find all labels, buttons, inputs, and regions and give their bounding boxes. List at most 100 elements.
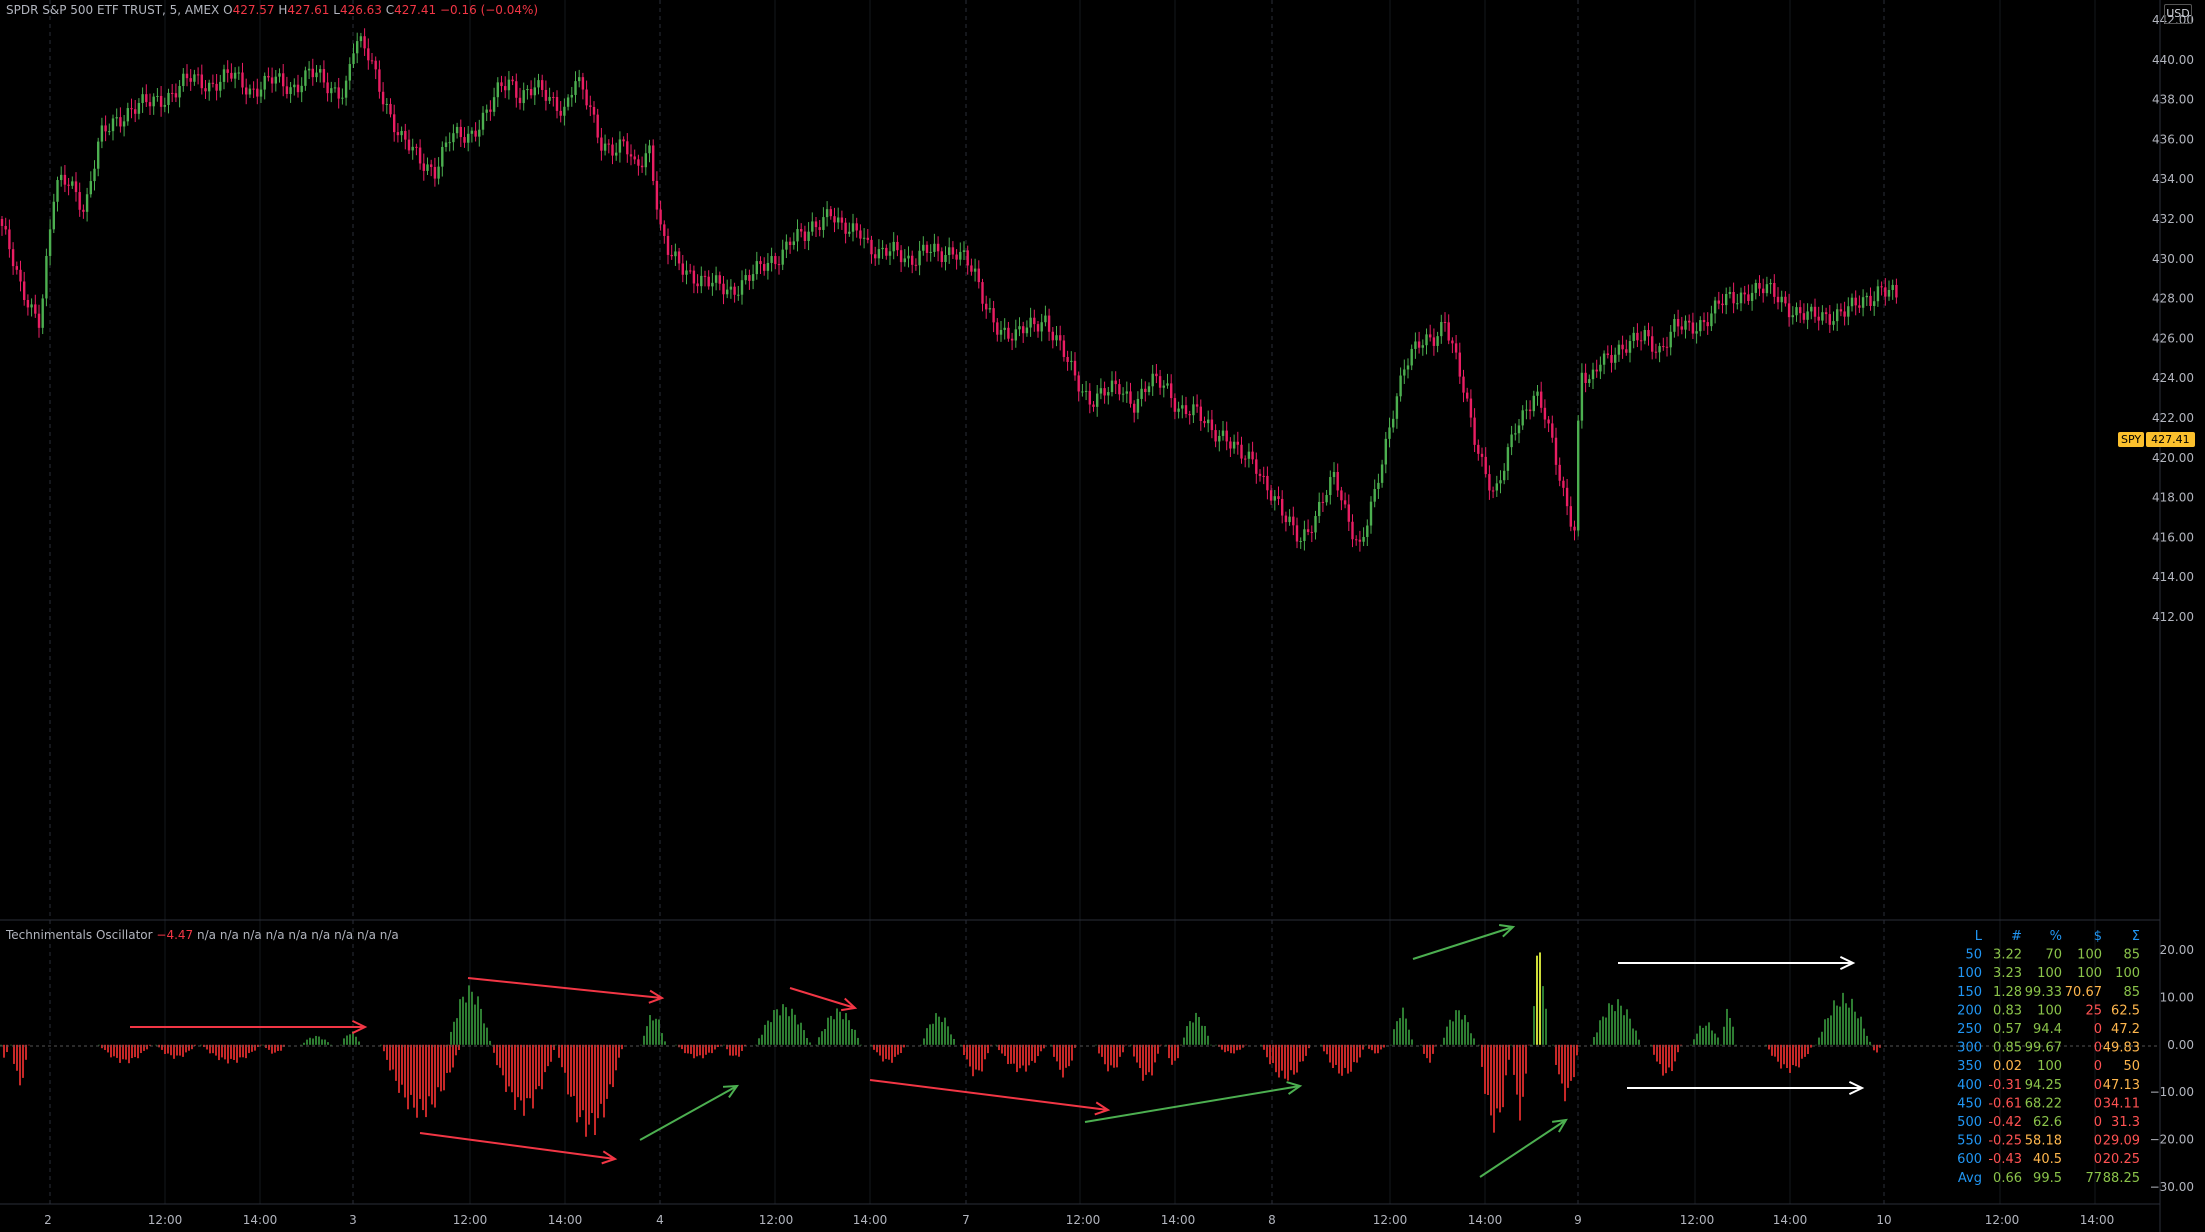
table-cell: 450 bbox=[1957, 1096, 1982, 1111]
histogram-bar bbox=[1335, 1044, 1337, 1065]
candle-body bbox=[1713, 300, 1717, 314]
histogram-bar bbox=[1876, 1044, 1878, 1053]
na-value: n/a bbox=[311, 928, 331, 942]
histogram-bar bbox=[227, 1044, 229, 1064]
histogram-bar bbox=[526, 1044, 528, 1099]
candle-body bbox=[455, 126, 459, 134]
histogram-bar bbox=[597, 1044, 599, 1119]
chart-header: SPDR S&P 500 ETF TRUST, 5, AMEX O427.57 … bbox=[6, 3, 538, 17]
table-cell: 0.66 bbox=[1993, 1171, 2022, 1186]
candle-body bbox=[1155, 373, 1158, 377]
histogram-bar bbox=[274, 1044, 276, 1053]
candle-body bbox=[85, 194, 89, 212]
histogram-bar bbox=[541, 1044, 543, 1090]
candle-body bbox=[674, 251, 677, 257]
histogram-bar bbox=[10, 1044, 12, 1046]
histogram-bar bbox=[1677, 1044, 1679, 1053]
table-cell: 47.13 bbox=[2103, 1078, 2140, 1093]
candle-body bbox=[1536, 391, 1539, 396]
price-tick-label: 440.00 bbox=[2152, 53, 2194, 67]
histogram-bar bbox=[146, 1044, 148, 1050]
candle-body bbox=[1029, 317, 1032, 328]
candle-body bbox=[278, 73, 281, 77]
candle-body bbox=[1695, 331, 1698, 334]
histogram-bar bbox=[1513, 1044, 1515, 1075]
histogram-bar bbox=[419, 1044, 421, 1099]
candle-body bbox=[1769, 282, 1772, 285]
candle-body bbox=[1377, 482, 1380, 490]
candle-body bbox=[1269, 490, 1273, 501]
histogram-bar bbox=[1665, 1044, 1667, 1074]
histogram-bar bbox=[1113, 1044, 1115, 1068]
oscillator-name[interactable]: Technimentals Oscillator bbox=[6, 928, 153, 942]
candle-body bbox=[1488, 474, 1491, 491]
histogram-bar bbox=[649, 1015, 651, 1045]
table-cell: -0.43 bbox=[1988, 1152, 2022, 1167]
candle-body bbox=[1706, 322, 1709, 327]
candle-body bbox=[1362, 536, 1365, 542]
histogram-bar bbox=[1561, 1044, 1563, 1084]
histogram-bar bbox=[306, 1039, 308, 1045]
histogram-bar bbox=[696, 1044, 698, 1057]
high-value: 427.61 bbox=[287, 3, 330, 17]
histogram-bar bbox=[149, 1044, 151, 1046]
candle-body bbox=[1617, 344, 1621, 355]
table-cell: 200 bbox=[1957, 1003, 1982, 1018]
histogram-bar bbox=[188, 1044, 190, 1051]
histogram-bar bbox=[963, 1044, 965, 1056]
histogram-bar bbox=[1177, 1044, 1179, 1059]
candle-body bbox=[655, 180, 659, 210]
candle-body bbox=[1047, 315, 1051, 332]
histogram-bar bbox=[1815, 1044, 1817, 1046]
histogram-bar bbox=[842, 1019, 844, 1045]
candle-body bbox=[433, 166, 437, 179]
histogram-bar bbox=[845, 1013, 847, 1045]
candle-body bbox=[430, 164, 433, 167]
histogram-bar bbox=[1702, 1027, 1704, 1045]
candle-body bbox=[393, 114, 396, 133]
arrow-head bbox=[1094, 1101, 1111, 1116]
histogram-bar bbox=[1632, 1028, 1634, 1045]
histogram-bar bbox=[262, 1044, 264, 1046]
candle-body bbox=[1577, 420, 1580, 531]
histogram-bar bbox=[857, 1037, 859, 1045]
histogram-bar bbox=[1260, 1044, 1262, 1046]
candle-body bbox=[130, 108, 133, 110]
price-tick-label: 428.00 bbox=[2152, 292, 2194, 306]
candle-body bbox=[1310, 531, 1313, 533]
table-cell: 100 bbox=[2037, 1003, 2062, 1018]
histogram-bar bbox=[558, 1044, 560, 1058]
candle-body bbox=[548, 96, 551, 101]
candle-body bbox=[11, 249, 15, 267]
histogram-bar bbox=[1145, 1044, 1147, 1075]
candle-body bbox=[256, 88, 259, 97]
histogram-bar bbox=[1558, 1044, 1560, 1075]
time-tick-label: 14:00 bbox=[2080, 1213, 2115, 1227]
histogram-bar bbox=[1326, 1044, 1328, 1055]
histogram-bar bbox=[1098, 1044, 1100, 1054]
table-cell: -0.31 bbox=[1988, 1078, 2022, 1093]
candle-body bbox=[1225, 430, 1228, 442]
histogram-bar bbox=[465, 1002, 467, 1045]
candle-body bbox=[1184, 405, 1188, 415]
histogram-bar bbox=[125, 1044, 127, 1060]
table-cell: 0.57 bbox=[1993, 1022, 2022, 1037]
histogram-bar bbox=[1125, 1044, 1127, 1046]
histogram-bar bbox=[483, 1023, 485, 1045]
candle-body bbox=[522, 90, 525, 104]
candle-body bbox=[670, 254, 673, 257]
histogram-bar bbox=[1860, 1016, 1862, 1045]
histogram-bar bbox=[1359, 1044, 1361, 1058]
candle-body bbox=[26, 299, 30, 308]
na-value: n/a bbox=[242, 928, 262, 942]
oscillator-tick-label: 20.00 bbox=[2160, 943, 2194, 957]
candle-body bbox=[977, 268, 980, 283]
histogram-bar bbox=[717, 1044, 719, 1048]
currency-button[interactable]: USD bbox=[2164, 4, 2192, 24]
candle-body bbox=[293, 84, 296, 88]
annotation-arrows bbox=[130, 924, 1865, 1178]
histogram-bar bbox=[767, 1020, 769, 1045]
candle-body bbox=[1824, 312, 1828, 315]
histogram-bar bbox=[1564, 1044, 1566, 1102]
histogram-bar bbox=[1186, 1026, 1188, 1045]
